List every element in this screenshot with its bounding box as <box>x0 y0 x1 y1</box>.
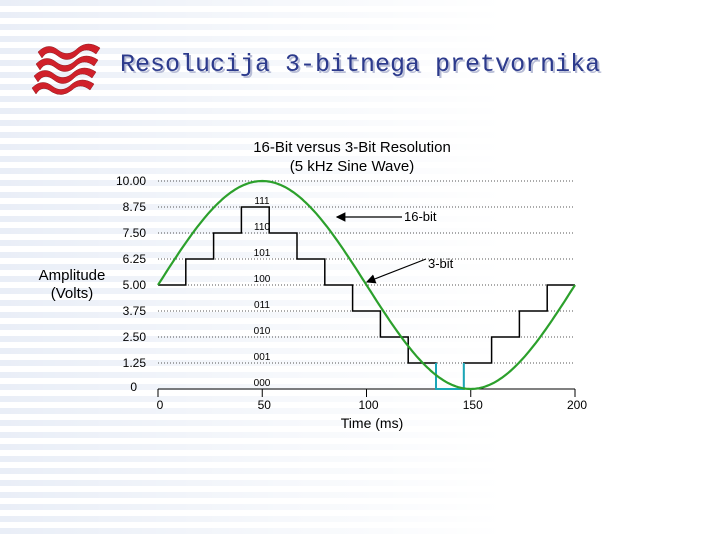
annotation-3bit-label: 3-bit <box>428 256 454 271</box>
annotation-3bit-arrow <box>365 258 427 284</box>
level-code-label: 001 <box>254 352 271 363</box>
company-logo-icon <box>31 43 101 95</box>
y-tick-label: 0 <box>130 380 137 394</box>
x-axis-label: Time (ms) <box>341 415 403 431</box>
x-tick-label: 100 <box>358 398 378 412</box>
y-tick-label: 3.75 <box>123 304 147 318</box>
y-tick-label: 10.00 <box>116 174 146 188</box>
y-tick-label: 7.50 <box>123 226 147 240</box>
level-code-label: 011 <box>254 300 270 311</box>
series-16bit-sine-line <box>157 179 576 391</box>
x-tick-label: 150 <box>463 398 483 412</box>
x-tick-label: 50 <box>258 398 272 412</box>
slide-title: Resolucija 3-bitnega pretvornika <box>120 50 601 79</box>
chart-subtitle: (5 kHz Sine Wave) <box>290 158 414 175</box>
x-tick-label: 0 <box>157 398 164 412</box>
series-3bit-step-line <box>158 206 575 390</box>
level-code-label: 000 <box>254 378 271 389</box>
y-axis-label-line2: (Volts) <box>51 285 94 302</box>
y-tick-label: 2.50 <box>123 330 147 344</box>
y-tick-label: 5.00 <box>123 278 147 292</box>
x-tick-label: 200 <box>567 398 587 412</box>
level-code-label: 101 <box>254 248 271 259</box>
level-code-label: 100 <box>254 274 271 285</box>
level-code-label: 010 <box>254 326 271 337</box>
y-tick-label: 6.25 <box>123 252 147 266</box>
y-axis-label-line1: Amplitude <box>39 267 106 284</box>
level-code-label: 110 <box>254 222 270 233</box>
y-tick-label: 8.75 <box>123 200 147 214</box>
y-tick-label: 1.25 <box>123 356 147 370</box>
level-code-label: 111 <box>254 196 270 207</box>
chart-title: 16-Bit versus 3-Bit Resolution <box>253 139 451 156</box>
annotation-16bit-label: 16-bit <box>404 209 437 224</box>
